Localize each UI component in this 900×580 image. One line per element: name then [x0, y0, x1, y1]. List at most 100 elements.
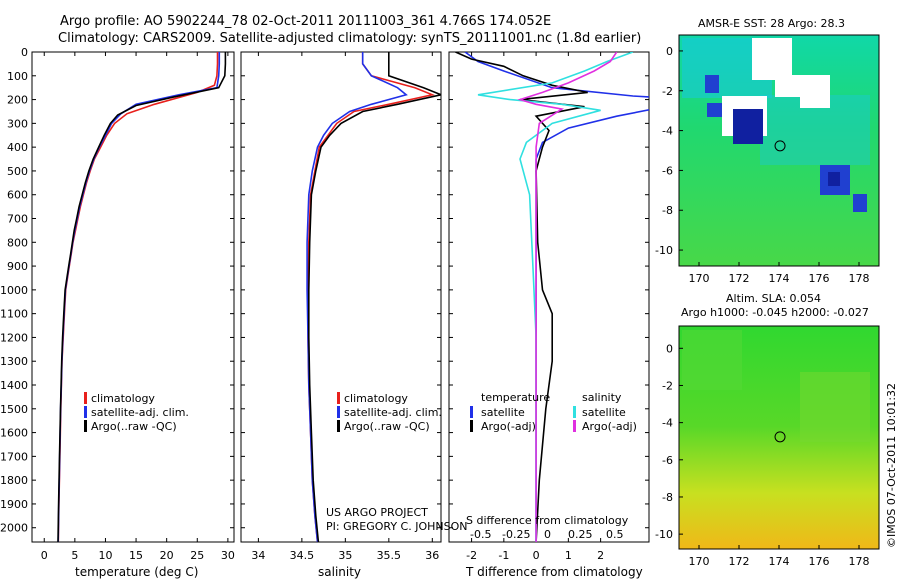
- salinity-tick-labels: 34 34.5 35 35.5 36: [241, 51, 441, 562]
- salinity-xlabel: salinity: [318, 565, 361, 579]
- profile-line: [57, 52, 227, 542]
- depth-tick-label: 400: [7, 141, 28, 154]
- depth-tick-label: 1600: [0, 427, 28, 440]
- legend-argo-swatch: [84, 420, 87, 432]
- lon-tick-label: 176: [809, 555, 830, 568]
- lat-tick-label: -10: [655, 244, 673, 257]
- lon-tick-label: 172: [729, 272, 750, 285]
- legend-argo-swatch: [337, 420, 340, 432]
- depth-tick-label: 2000: [0, 522, 28, 535]
- sla-map: Altim. SLA: 0.054 Argo h1000: -0.045 h20…: [655, 292, 880, 568]
- x-tick-label: 34.5: [290, 549, 315, 562]
- project-annotation: US ARGO PROJECT: [326, 506, 428, 519]
- profile-line: [455, 52, 588, 542]
- legend-sat-label: satellite-adj. clim.: [344, 406, 442, 419]
- lon-tick-label: 178: [849, 555, 870, 568]
- sla-lon-ticks: 170 172 174 176 178: [689, 545, 870, 568]
- sst-cold-patch: [828, 172, 840, 186]
- lat-tick-label: -6: [662, 454, 673, 467]
- difference-axes-frame: [448, 51, 650, 543]
- depth-tick-label: 1000: [0, 284, 28, 297]
- depth-tick-label: 900: [7, 260, 28, 273]
- profile-line: [517, 52, 618, 542]
- lat-tick-label: 0: [666, 342, 673, 355]
- profile-line: [57, 52, 221, 542]
- depth-tick-label: 1800: [0, 474, 28, 487]
- depth-tick-label: 1500: [0, 403, 28, 416]
- depth-tick-label: 1400: [0, 379, 28, 392]
- temperature-profiles: [57, 52, 227, 542]
- salinity-profiles: [306, 52, 441, 542]
- lat-tick-label: -6: [662, 164, 673, 177]
- figure-title-line2: Climatology: CARS2009. Satellite-adjuste…: [58, 31, 641, 46]
- legend-clim-label: climatology: [344, 392, 408, 405]
- legend-argo-label: Argo(..raw -QC): [91, 420, 177, 433]
- s-tick-label: 0: [544, 528, 551, 541]
- legend-temp-title: temperature: [481, 391, 550, 404]
- sst-cold-patch: [707, 103, 722, 117]
- sst-lon-ticks: 170 172 174 176 178: [689, 262, 870, 285]
- sst-cold-patch: [853, 194, 867, 212]
- legend-s-sat-label: satellite: [582, 406, 626, 419]
- depth-tick-label: 1100: [0, 308, 28, 321]
- sla-features: [682, 330, 870, 442]
- depth-tick-label: 800: [7, 236, 28, 249]
- profile-line: [477, 52, 634, 542]
- x-tick-label: 25: [190, 549, 204, 562]
- legend-clim-swatch: [337, 392, 340, 404]
- x-tick-label: 36: [425, 549, 439, 562]
- sst-features: [682, 38, 870, 212]
- sla-map-title: Altim. SLA: 0.054: [726, 292, 821, 305]
- x-tick-label: 2: [597, 549, 604, 562]
- legend-t-argo-label: Argo(-adj): [481, 420, 536, 433]
- lat-tick-label: -4: [662, 417, 673, 430]
- sst-map: AMSR-E SST: 28 Argo: 28.3 170 172 174 176 17…: [655, 17, 880, 285]
- depth-tick-label: 1700: [0, 450, 28, 463]
- depth-tick-label: 1900: [0, 498, 28, 511]
- x-tick-label: 1: [565, 549, 572, 562]
- x-tick-label: -2: [466, 549, 477, 562]
- sst-cold-patch: [705, 75, 719, 93]
- imos-timestamp: ©IMOS 07-Oct-2011 10:01:32: [885, 383, 898, 548]
- t-diff-xlabel: T difference from climatology: [465, 565, 643, 579]
- profile-line: [307, 52, 441, 542]
- depth-tick-label: 700: [7, 213, 28, 226]
- depth-tick-label: 100: [7, 70, 28, 83]
- temperature-legend: climatology satellite-adj. clim. Argo(..…: [84, 392, 189, 433]
- legend-sat-swatch: [84, 406, 87, 418]
- x-tick-label: 10: [98, 549, 112, 562]
- sla-light-patch: [800, 372, 870, 442]
- sst-cloud-mask: [800, 80, 830, 108]
- sla-lat-ticks: 0 -2 -4 -6 -8 -10: [655, 342, 683, 541]
- s-tick-label: -0.25: [502, 528, 530, 541]
- legend-clim-label: climatology: [91, 392, 155, 405]
- legend-s-sat-swatch: [573, 406, 576, 418]
- x-tick-label: 35.5: [377, 549, 402, 562]
- salinity-panel: 34 34.5 35 35.5 36 salinity climatology sate…: [240, 51, 467, 579]
- x-tick-label: -1: [498, 549, 509, 562]
- legend-s-argo-label: Argo(-adj): [582, 420, 637, 433]
- temperature-panel: 0100200300400500600700800900100011001200…: [0, 46, 235, 579]
- temperature-axes-frame: [31, 51, 235, 543]
- legend-sat-label: satellite-adj. clim.: [91, 406, 189, 419]
- argo-position-marker: [774, 431, 786, 443]
- lon-tick-label: 176: [809, 272, 830, 285]
- x-tick-label: 0: [533, 549, 540, 562]
- lon-tick-label: 170: [689, 272, 710, 285]
- profile-line: [307, 52, 435, 542]
- legend-sat-swatch: [337, 406, 340, 418]
- x-tick-label: 15: [129, 549, 143, 562]
- legend-argo-label: Argo(..raw -QC): [344, 420, 430, 433]
- lat-tick-label: -2: [662, 85, 673, 98]
- lat-tick-label: -2: [662, 379, 673, 392]
- difference-panel: -2 -1 0 1 2 S difference from climatology -0…: [448, 51, 650, 579]
- sst-lat-ticks: 0 -2 -4 -6 -8 -10: [655, 45, 683, 257]
- x-tick-label: 30: [221, 549, 235, 562]
- lon-tick-label: 170: [689, 555, 710, 568]
- s-tick-label: 0.25: [568, 528, 593, 541]
- depth-tick-label: 0: [21, 46, 28, 59]
- legend-sal-title: salinity: [582, 391, 622, 404]
- sst-cloud-mask: [752, 38, 792, 80]
- lat-tick-label: -8: [662, 204, 673, 217]
- sla-light-patch: [682, 330, 742, 390]
